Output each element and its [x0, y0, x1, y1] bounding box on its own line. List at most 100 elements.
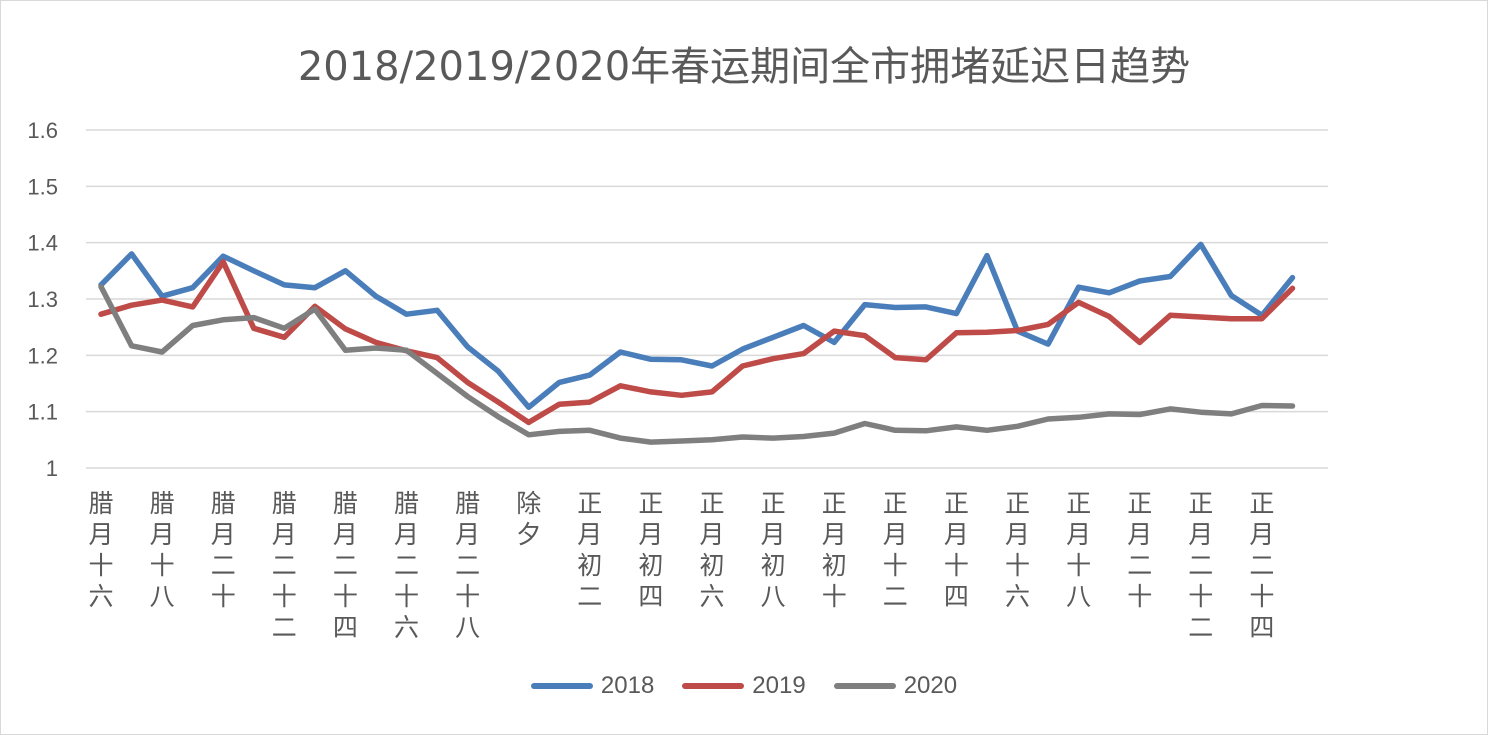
x-tick-label: 腊月十八	[150, 489, 175, 611]
legend-swatch	[530, 683, 593, 689]
data-point-2020	[313, 307, 317, 311]
data-point-2019	[893, 356, 897, 360]
data-point-2018	[924, 305, 928, 309]
data-point-2018	[1168, 274, 1172, 278]
data-point-2020	[679, 439, 683, 443]
data-point-2018	[343, 269, 347, 273]
data-point-2020	[1107, 412, 1111, 416]
data-point-2020	[130, 344, 134, 348]
data-point-2020	[771, 436, 775, 440]
x-tick-label: 腊月二十六	[394, 489, 419, 642]
data-point-2020	[1077, 415, 1081, 419]
legend-label: 2018	[600, 672, 655, 699]
series-line-2020	[98, 283, 1296, 445]
data-point-2020	[221, 318, 225, 322]
data-point-2018	[1229, 294, 1233, 298]
data-point-2019	[527, 420, 531, 424]
data-point-2019	[282, 335, 286, 339]
data-point-2018	[893, 305, 897, 309]
data-point-2018	[741, 347, 745, 351]
data-point-2020	[893, 428, 897, 432]
series-line-2019	[98, 259, 1296, 426]
legend-item-2018: 2018	[530, 672, 655, 700]
data-point-2019	[252, 326, 256, 330]
data-point-2018	[405, 312, 408, 316]
data-point-2018	[832, 340, 836, 344]
data-point-2018	[679, 358, 683, 362]
data-point-2020	[588, 428, 592, 432]
chart-legend: 2018 2019 2020	[0, 672, 1488, 700]
data-point-2019	[985, 330, 989, 334]
data-point-2020	[496, 415, 500, 419]
data-point-2019	[466, 380, 470, 384]
data-point-2018	[1138, 279, 1142, 283]
data-point-2019	[99, 312, 103, 316]
data-point-2018	[466, 345, 470, 349]
y-tick-label: 1.2	[27, 343, 58, 368]
data-point-2018	[863, 303, 867, 307]
data-point-2020	[435, 371, 439, 375]
data-point-2020	[343, 348, 347, 352]
data-point-2018	[710, 364, 714, 368]
legend-item-2019: 2019	[682, 672, 806, 700]
data-point-2019	[649, 390, 653, 394]
data-point-2018	[191, 286, 195, 290]
x-tick-label: 正月二十四	[1249, 489, 1274, 642]
y-tick-label: 1.3	[27, 287, 58, 312]
x-tick-label: 正月初六	[699, 489, 724, 611]
data-point-2018	[221, 254, 225, 258]
x-tick-label: 正月二十	[1127, 489, 1152, 611]
data-point-2019	[741, 364, 745, 368]
data-point-2019	[863, 334, 867, 338]
data-point-2019	[496, 400, 500, 404]
data-point-2018	[252, 269, 256, 273]
data-point-2018	[496, 369, 500, 373]
x-tick-label: 腊月二十	[211, 489, 236, 611]
y-tick-label: 1.5	[27, 174, 58, 199]
chart-title: 2018/2019/2020年春运期间全市拥堵延迟日趋势	[297, 44, 1191, 90]
data-point-2020	[160, 350, 164, 354]
data-point-2019	[130, 303, 134, 307]
data-point-2020	[954, 425, 958, 429]
data-point-2020	[252, 316, 256, 320]
data-point-2018	[313, 286, 317, 290]
data-point-2020	[863, 421, 867, 425]
data-point-2019	[924, 358, 928, 362]
data-point-2018	[527, 405, 531, 409]
x-tick-label: 正月初十	[822, 489, 847, 611]
data-point-2019	[374, 340, 378, 344]
data-point-2019	[191, 305, 195, 309]
data-point-2018	[1107, 291, 1111, 295]
data-point-2018	[1290, 276, 1294, 280]
data-point-2020	[191, 323, 195, 327]
data-point-2020	[1229, 412, 1233, 416]
x-tick-label: 正月十四	[944, 489, 969, 611]
data-point-2019	[160, 298, 164, 302]
data-point-2019	[1199, 315, 1203, 319]
data-point-2019	[221, 260, 225, 264]
legend-swatch	[833, 683, 896, 689]
data-point-2020	[1260, 403, 1264, 407]
data-point-2020	[1138, 412, 1142, 416]
x-tick-label: 腊月二十二	[272, 489, 297, 642]
x-tick-label: 正月初八	[761, 489, 786, 611]
data-point-2019	[771, 357, 775, 361]
legend-item-2020: 2020	[833, 672, 957, 700]
data-point-2020	[985, 428, 989, 432]
data-point-2018	[557, 380, 561, 384]
data-point-2019	[343, 327, 347, 331]
data-point-2019	[557, 402, 561, 406]
data-point-2018	[802, 323, 806, 327]
data-point-2018	[160, 294, 164, 298]
x-tick-label: 除夕	[516, 489, 541, 549]
x-tick-label: 正月初二	[577, 489, 602, 611]
data-point-2018	[985, 254, 989, 258]
legend-label: 2019	[752, 672, 806, 699]
data-point-2019	[802, 352, 806, 356]
data-point-2018	[130, 252, 134, 256]
data-point-2018	[435, 308, 439, 312]
data-point-2018	[1046, 342, 1050, 346]
data-point-2020	[99, 285, 103, 289]
data-point-2019	[1260, 317, 1264, 321]
data-point-2020	[405, 348, 408, 352]
